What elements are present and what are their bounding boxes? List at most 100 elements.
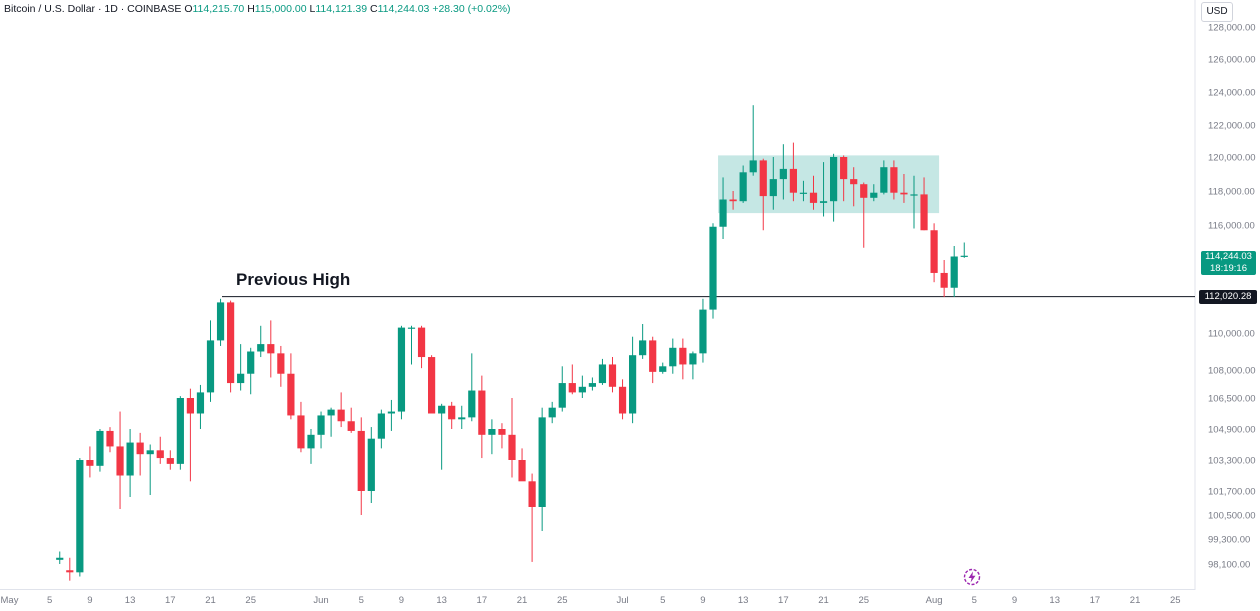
candle-body xyxy=(367,438,375,491)
candle-body xyxy=(940,272,948,288)
candle-body xyxy=(146,450,154,455)
price-axis-tick: 98,100.00 xyxy=(1208,560,1250,571)
candle-body xyxy=(880,167,888,193)
candle-body xyxy=(327,409,335,416)
candle-body xyxy=(498,429,506,435)
price-axis-tick: 108,000.00 xyxy=(1208,366,1256,377)
candle-body xyxy=(830,157,838,202)
candle-body xyxy=(387,411,395,414)
candle-body xyxy=(448,405,456,420)
candle-body xyxy=(478,390,486,435)
candle-body xyxy=(689,353,697,365)
candle-body xyxy=(257,344,265,352)
candle-body xyxy=(960,255,968,257)
candle-body xyxy=(699,309,707,354)
time-axis-tick: 13 xyxy=(436,595,447,606)
price-axis-tick: 122,000.00 xyxy=(1208,121,1256,132)
last-price-value: 114,244.03 xyxy=(1205,251,1252,262)
candle-body xyxy=(267,344,275,354)
candle-body xyxy=(649,340,657,372)
candle-body xyxy=(126,442,134,476)
currency-button[interactable]: USD xyxy=(1201,2,1233,22)
candle-body xyxy=(639,340,647,356)
candle-body xyxy=(66,570,74,573)
time-axis-tick: 9 xyxy=(700,595,705,606)
time-axis-tick: 21 xyxy=(517,595,528,606)
candle-body xyxy=(417,327,426,358)
close-label: C xyxy=(370,3,378,15)
candle-body xyxy=(850,179,858,185)
candle-body xyxy=(528,481,536,507)
candle-body xyxy=(237,373,245,384)
candle-body xyxy=(588,383,596,387)
level-price-badge: 112,020.28 xyxy=(1199,290,1257,304)
candle-body xyxy=(629,355,637,414)
time-axis-tick: Jul xyxy=(616,595,628,606)
candle-body xyxy=(608,364,617,387)
candle-body xyxy=(407,327,416,329)
candle-body xyxy=(307,434,315,449)
candle-body xyxy=(779,168,787,180)
time-axis-tick: 17 xyxy=(778,595,789,606)
time-axis-tick: 13 xyxy=(1049,595,1060,606)
time-axis-tick: Jun xyxy=(313,595,328,606)
candle-body xyxy=(196,392,205,414)
candle-body xyxy=(116,446,124,476)
candle-body xyxy=(860,184,868,198)
candle-body xyxy=(287,373,295,416)
price-axis-tick: 126,000.00 xyxy=(1208,55,1256,66)
candle-body xyxy=(930,230,938,273)
symbol-title[interactable]: Bitcoin / U.S. Dollar · 1D · COINBASE xyxy=(4,3,182,15)
candle-body xyxy=(397,327,406,412)
candle-body xyxy=(759,160,767,197)
candle-body xyxy=(357,430,365,491)
candle-body xyxy=(136,442,144,455)
lightning-icon-glyph xyxy=(963,568,981,586)
candle-body xyxy=(508,434,516,460)
bar-countdown: 18:19:16 xyxy=(1210,263,1247,274)
candle-body xyxy=(950,256,958,288)
candle-body xyxy=(277,353,285,374)
previous-high-annotation[interactable]: Previous High xyxy=(236,270,351,289)
candle-body xyxy=(558,383,566,408)
time-axis-tick: 5 xyxy=(47,595,52,606)
candle-body xyxy=(297,415,305,449)
candle-body xyxy=(840,157,848,180)
candle-body xyxy=(488,429,496,435)
candle-body xyxy=(568,383,576,393)
candle-body xyxy=(679,347,687,365)
time-axis-tick: 17 xyxy=(165,595,176,606)
time-axis-tick: 13 xyxy=(738,595,749,606)
price-axis-tick: 101,700.00 xyxy=(1208,487,1256,498)
candle-body xyxy=(186,398,194,414)
candle-body xyxy=(910,194,918,196)
candle-body xyxy=(96,430,104,466)
candle-body xyxy=(156,450,164,459)
candle-body xyxy=(659,366,667,372)
time-axis-tick: May xyxy=(1,595,19,606)
high-value: 115,000.00 xyxy=(254,3,307,15)
time-axis-tick: 25 xyxy=(245,595,256,606)
time-axis-tick: 21 xyxy=(1130,595,1141,606)
open-label: O xyxy=(184,3,193,15)
price-axis-tick: 128,000.00 xyxy=(1208,23,1256,34)
time-axis-tick: 21 xyxy=(818,595,829,606)
last-price-badge: 114,244.03 18:19:16 xyxy=(1201,251,1256,275)
candle-body xyxy=(216,302,225,341)
candle-body xyxy=(769,179,777,197)
candle-body xyxy=(729,199,737,202)
candle-body xyxy=(819,201,828,203)
candle-body xyxy=(548,407,556,418)
time-axis-tick: 17 xyxy=(1090,595,1101,606)
low-value: 114,121.39 xyxy=(315,3,368,15)
price-axis-tick: 124,000.00 xyxy=(1208,88,1256,99)
candle-body xyxy=(739,172,747,202)
candle-body xyxy=(438,405,446,414)
time-axis-tick: 25 xyxy=(858,595,869,606)
high-label: H xyxy=(247,3,255,15)
candle-body xyxy=(458,417,466,420)
symbol-header: Bitcoin / U.S. Dollar · 1D · COINBASE O 1… xyxy=(4,3,511,15)
lightning-icon[interactable] xyxy=(962,567,982,587)
